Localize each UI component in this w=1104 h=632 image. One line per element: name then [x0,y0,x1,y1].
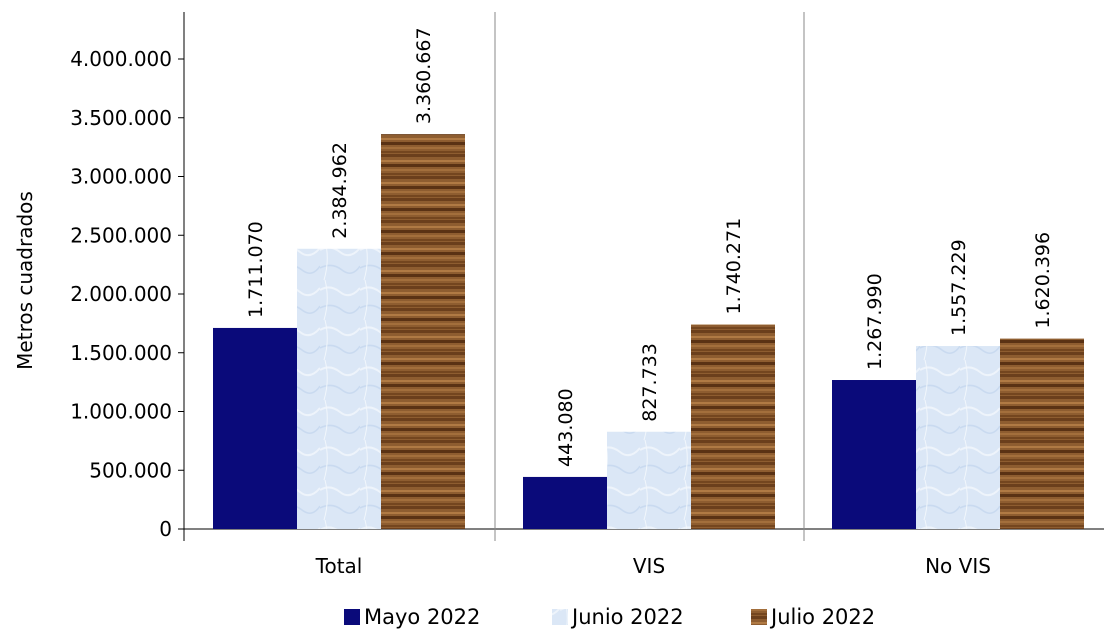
category-label: Total [315,554,363,578]
category-label: No VIS [925,554,991,578]
y-tick-label: 3.500.000 [70,106,172,130]
legend-swatch [344,609,360,625]
data-label: 443.080 [555,388,577,467]
bar-total-julio-2022 [381,134,465,529]
data-label: 1.267.990 [864,273,886,370]
bar-vis-julio-2022 [691,324,775,529]
y-tick-label: 2.000.000 [70,282,172,306]
y-axis-title: Metros cuadrados [13,191,37,370]
legend-swatch [751,609,767,625]
data-label: 1.740.271 [723,218,745,315]
bar-total-junio-2022 [297,248,381,529]
data-label: 1.620.396 [1032,232,1054,329]
y-tick-label: 4.000.000 [70,47,172,71]
bar-vis-mayo-2022 [523,476,607,529]
legend-label: Julio 2022 [769,605,875,629]
legend-swatch [552,609,568,625]
data-label: 2.384.962 [329,142,351,239]
legend-label: Mayo 2022 [364,605,480,629]
y-tick-label: 0 [159,517,172,541]
bar-total-mayo-2022 [213,327,297,529]
y-tick-label: 500.000 [89,458,172,482]
data-label: 3.360.667 [413,27,435,124]
legend-label: Junio 2022 [570,605,684,629]
y-tick-label: 3.000.000 [70,165,172,189]
bar-no-vis-julio-2022 [1000,338,1084,529]
y-tick-label: 1.500.000 [70,341,172,365]
bar-vis-junio-2022 [607,431,691,529]
bar-no-vis-mayo-2022 [832,380,916,529]
data-label: 1.711.070 [245,221,267,318]
y-tick-label: 2.500.000 [70,223,172,247]
data-label: 827.733 [639,343,661,422]
category-label: VIS [633,554,665,578]
y-tick-label: 1.000.000 [70,400,172,424]
data-label: 1.557.229 [948,239,970,336]
bar-no-vis-junio-2022 [916,346,1000,529]
